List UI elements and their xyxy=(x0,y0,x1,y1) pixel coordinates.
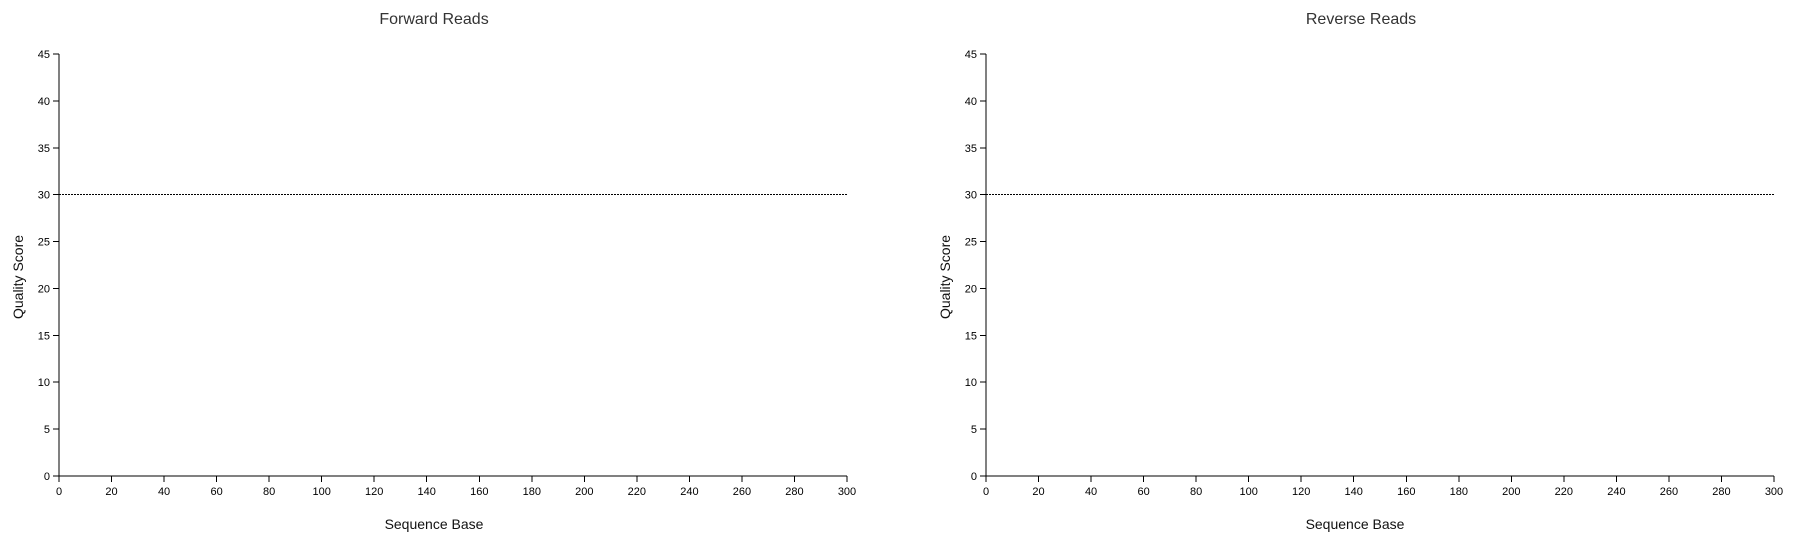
x-tick-label: 260 xyxy=(733,486,751,498)
x-tick-label: 60 xyxy=(210,486,222,498)
x-axis-label: Sequence Base xyxy=(385,516,484,532)
x-tick-label: 60 xyxy=(1137,486,1149,498)
x-tick-label: 80 xyxy=(263,486,275,498)
x-axis-label: Sequence Base xyxy=(1306,516,1405,532)
x-tick-label: 160 xyxy=(470,486,488,498)
x-tick-label: 240 xyxy=(1607,486,1625,498)
plot-area: 0 5 10 15 20 25 30 35 40 45 0 20 40 60 80 100 120 140 160 1… xyxy=(38,49,856,498)
y-tick-label: 10 xyxy=(38,377,50,389)
x-tick-label: 100 xyxy=(1239,486,1257,498)
y-tick-label: 25 xyxy=(38,237,50,249)
y-tick-label: 25 xyxy=(965,237,977,249)
x-tick-label: 40 xyxy=(158,486,170,498)
y-tick-label: 0 xyxy=(971,471,977,483)
x-tick-label: 160 xyxy=(1397,486,1415,498)
reverse-reads-chart: Reverse Reads Quality Score Sequence Bas… xyxy=(937,11,1783,532)
x-tick-label: 180 xyxy=(1450,486,1468,498)
y-tick-label: 5 xyxy=(971,424,977,436)
x-tick-label: 0 xyxy=(983,486,989,498)
x-tick-label: 100 xyxy=(312,486,330,498)
x-tick-label: 140 xyxy=(1345,486,1363,498)
x-tick-label: 240 xyxy=(680,486,698,498)
x-tick-label: 40 xyxy=(1085,486,1097,498)
x-tick-label: 280 xyxy=(785,486,803,498)
x-tick-label: 180 xyxy=(523,486,541,498)
x-tick-label: 220 xyxy=(628,486,646,498)
y-tick-label: 35 xyxy=(965,143,977,155)
y-tick-label: 5 xyxy=(44,424,50,436)
y-tick-label: 35 xyxy=(38,143,50,155)
y-tick-label: 15 xyxy=(38,330,50,342)
x-tick-label: 80 xyxy=(1190,486,1202,498)
x-tick-label: 300 xyxy=(1765,486,1783,498)
chart-title: Forward Reads xyxy=(379,11,488,28)
y-tick-label: 0 xyxy=(44,471,50,483)
y-tick-label: 30 xyxy=(965,190,977,202)
chart-title: Reverse Reads xyxy=(1306,11,1416,28)
y-tick-label: 45 xyxy=(965,49,977,61)
y-tick-label: 30 xyxy=(38,190,50,202)
x-tick-label: 200 xyxy=(1502,486,1520,498)
y-tick-label: 40 xyxy=(965,96,977,108)
x-tick-label: 0 xyxy=(56,486,62,498)
x-tick-label: 200 xyxy=(575,486,593,498)
y-tick-label: 10 xyxy=(965,377,977,389)
plot-area: 0 5 10 15 20 25 30 35 40 45 0 20 40 60 80 100 120 140 160 1… xyxy=(965,49,1783,498)
x-tick-label: 260 xyxy=(1660,486,1678,498)
x-tick-label: 120 xyxy=(365,486,383,498)
y-axis-label: Quality Score xyxy=(937,235,953,319)
x-tick-label: 220 xyxy=(1555,486,1573,498)
y-tick-label: 20 xyxy=(38,283,50,295)
x-tick-label: 140 xyxy=(418,486,436,498)
y-tick-label: 15 xyxy=(965,330,977,342)
x-tick-label: 20 xyxy=(1032,486,1044,498)
forward-reads-chart: Forward Reads Quality Score Sequence Bas… xyxy=(10,11,856,532)
x-tick-label: 20 xyxy=(105,486,117,498)
x-tick-label: 120 xyxy=(1292,486,1310,498)
y-tick-label: 20 xyxy=(965,283,977,295)
x-tick-label: 300 xyxy=(838,486,856,498)
y-tick-label: 45 xyxy=(38,49,50,61)
y-tick-label: 40 xyxy=(38,96,50,108)
y-axis-label: Quality Score xyxy=(10,235,26,319)
x-tick-label: 280 xyxy=(1712,486,1730,498)
